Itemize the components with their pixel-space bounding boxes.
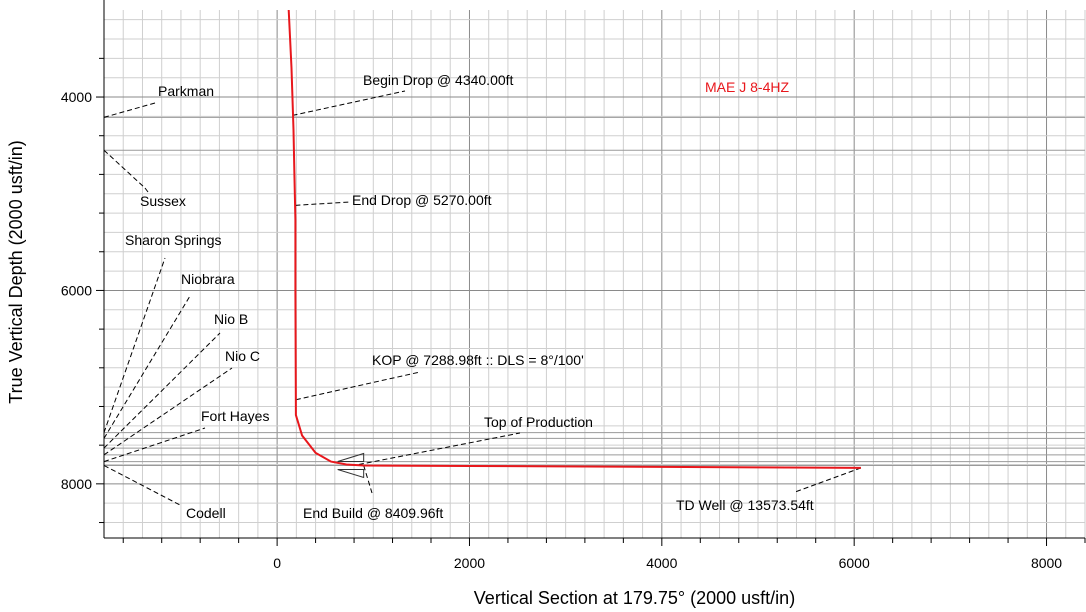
annotation-label: Top of Production: [484, 414, 593, 430]
formation-leader: [103, 332, 221, 449]
formation-lines: [104, 116, 1085, 466]
y-tick-label: 6000: [61, 282, 92, 298]
y-tick-label: 8000: [61, 476, 92, 492]
formation-label: Codell: [186, 505, 226, 521]
formation-leader: [103, 465, 181, 506]
formation-leader: [103, 367, 233, 456]
formation-label: Nio B: [214, 311, 248, 327]
annotation-leader: [292, 90, 406, 116]
annotation-leader: [358, 432, 521, 465]
formation-label: Sussex: [140, 193, 186, 209]
x-tick-label: 2000: [454, 555, 485, 571]
plot-frame: [103, 0, 1085, 539]
target-marker: [337, 452, 365, 479]
y-axis-title: True Vertical Depth (2000 usft/in): [6, 140, 26, 403]
formation-label: Sharon Springs: [125, 232, 222, 248]
annotation-label: End Drop @ 5270.00ft: [352, 192, 492, 208]
formation-leader: [103, 102, 156, 118]
annotation-label: TD Well @ 13573.54ft: [676, 497, 814, 513]
formation-label: Niobrara: [181, 271, 235, 287]
annotation-leaders: [103, 90, 862, 506]
well-name-label: MAE J 8-4HZ: [705, 79, 789, 95]
formation-leader: [103, 295, 191, 439]
well-path: [287, 9, 861, 479]
annotation-label: KOP @ 7288.98ft :: DLS = 8°/100': [372, 352, 584, 368]
formation-label: Nio C: [225, 348, 260, 364]
formation-leader: [103, 149, 146, 189]
formation-leader: [144, 187, 149, 193]
x-tick-label: 0: [273, 555, 281, 571]
formation-label: Parkman: [158, 83, 214, 99]
annotation-leader: [794, 467, 862, 493]
formation-leader: [103, 257, 166, 433]
x-tick-label: 8000: [1031, 555, 1062, 571]
formation-leader: [103, 427, 206, 463]
annotation-leader: [363, 465, 373, 494]
chart-labels: Vertical Section at 179.75° (2000 usft/i…: [6, 72, 814, 608]
y-tick-label: 4000: [61, 89, 92, 105]
formation-label: Fort Hayes: [201, 408, 269, 424]
axis-ticks: 0 2000 4000 6000 8000 4000 6000 8000: [61, 57, 1086, 571]
annotation-label: End Build @ 8409.96ft: [303, 505, 443, 521]
x-tick-label: 4000: [646, 555, 677, 571]
grid: [103, 10, 1086, 538]
x-axis-title: Vertical Section at 179.75° (2000 usft/i…: [474, 588, 795, 608]
annotation-label: Begin Drop @ 4340.00ft: [363, 72, 514, 88]
annotation-leader: [295, 371, 421, 401]
x-tick-label: 6000: [839, 555, 870, 571]
well-path-line: [287, 9, 861, 469]
annotation-leader: [295, 201, 351, 206]
